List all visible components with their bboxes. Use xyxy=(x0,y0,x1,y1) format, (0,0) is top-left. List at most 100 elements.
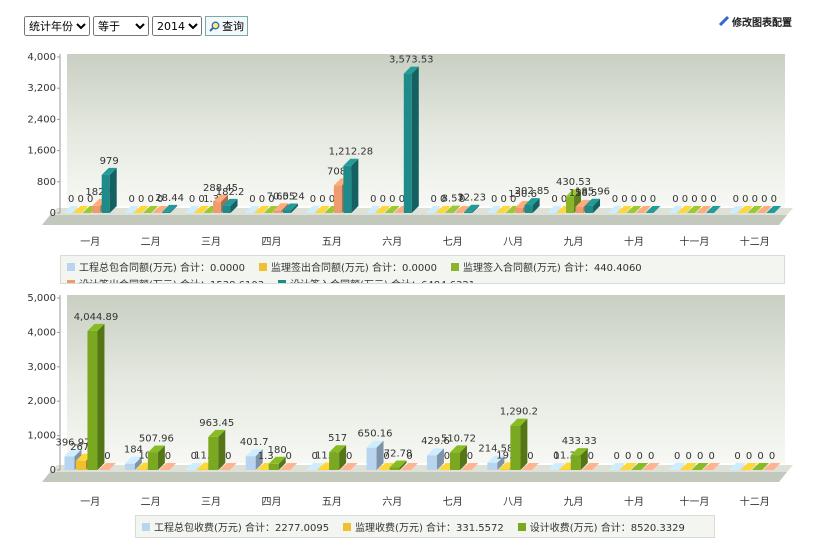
bar-top xyxy=(222,198,238,206)
value-label: 11.3 xyxy=(315,451,337,462)
bar-top xyxy=(635,206,651,213)
legend-item: 设计签出合同额(万元) 合计：1538.6103 xyxy=(67,276,264,283)
legend-label: 咨询收费(万元) 合计：0.0000 xyxy=(154,536,290,537)
x-tick-label: 十一月 xyxy=(679,235,709,248)
value-label: 433.33 xyxy=(562,436,597,447)
bar-side xyxy=(218,429,226,470)
value-label: 0 xyxy=(734,451,740,462)
y-tick-label: 4,000 xyxy=(27,327,56,338)
value-label: 517 xyxy=(328,433,347,444)
bar xyxy=(686,206,702,213)
bar xyxy=(616,206,632,213)
bar-top xyxy=(626,206,642,213)
bar xyxy=(63,206,79,213)
value-label: 0 xyxy=(329,194,335,205)
field-select[interactable]: 统计年份 xyxy=(24,16,90,36)
bar-top xyxy=(401,463,419,470)
value-label: 401.7 xyxy=(240,437,269,448)
value-label: 0 xyxy=(685,451,691,462)
value-label: 0 xyxy=(553,451,559,462)
value-label: 0 xyxy=(650,194,656,205)
value-label: 1.3 xyxy=(203,194,219,205)
bar-top xyxy=(219,463,237,470)
value-label: 0 xyxy=(467,451,473,462)
bar-side xyxy=(580,448,588,470)
bar xyxy=(147,445,165,470)
bar xyxy=(631,463,649,470)
value-label: 202.85 xyxy=(515,186,550,197)
value-label: 0 xyxy=(674,451,680,462)
legend-label: 设计签出合同额(万元) 合计：1538.6103 xyxy=(79,276,264,283)
bar xyxy=(401,463,419,470)
bar-top xyxy=(133,206,149,213)
value-label: 0 xyxy=(746,451,752,462)
config-link[interactable]: 修改图表配置 xyxy=(718,14,792,29)
value-label: 0 xyxy=(268,194,274,205)
bar xyxy=(282,203,298,213)
value-label: 0 xyxy=(370,194,376,205)
bar-top xyxy=(384,206,400,213)
bar-top xyxy=(403,66,419,74)
bar xyxy=(133,206,149,213)
value-label: 0 xyxy=(157,194,163,205)
bar xyxy=(124,456,142,470)
bar-top xyxy=(575,199,591,207)
value-label: 1,290.2 xyxy=(500,407,538,418)
bar-side xyxy=(593,198,601,213)
bar-top xyxy=(185,463,203,470)
value-label: 0 xyxy=(165,451,171,462)
value-label: 963.45 xyxy=(199,418,234,429)
bar-top xyxy=(616,206,632,213)
bar-front xyxy=(449,452,460,470)
value-label: 0 xyxy=(444,451,450,462)
bar-top xyxy=(607,206,623,213)
bar-top xyxy=(461,463,479,470)
year-select[interactable]: 2014 xyxy=(152,16,202,36)
bar-top xyxy=(87,323,105,331)
value-label: 0 xyxy=(510,194,516,205)
bar xyxy=(384,206,400,213)
bar-front xyxy=(64,456,75,470)
bar-top xyxy=(194,206,210,213)
pencil-icon xyxy=(718,15,729,27)
value-label: 979 xyxy=(100,156,119,167)
value-label: 19.2 xyxy=(496,450,518,461)
bar-front xyxy=(92,205,101,213)
value-label: 0 xyxy=(147,194,153,205)
bar xyxy=(747,206,763,213)
bar xyxy=(626,206,642,213)
bar xyxy=(305,206,321,213)
bar xyxy=(729,463,747,470)
bar xyxy=(740,463,758,470)
bar-front xyxy=(515,207,524,213)
bar xyxy=(608,463,626,470)
value-label: 1.3 xyxy=(258,451,274,462)
floor xyxy=(42,472,787,482)
bar-top xyxy=(147,445,165,453)
legend-label: 工程总包合同额(万元) 合计：0.0000 xyxy=(79,263,245,274)
bar xyxy=(737,206,753,213)
bar xyxy=(461,463,479,470)
bar-top xyxy=(389,460,407,468)
value-label: 0 xyxy=(138,194,144,205)
bar-top xyxy=(340,463,358,470)
query-button[interactable]: 查询 xyxy=(205,16,248,36)
bar xyxy=(366,440,384,470)
bar-side xyxy=(376,440,384,470)
x-tick-label: 六月 xyxy=(382,496,402,508)
value-label: 0 xyxy=(621,194,627,205)
bar-top xyxy=(143,206,159,213)
operator-select[interactable]: 等于 xyxy=(93,16,149,36)
value-label: 288.45 xyxy=(203,183,238,194)
bar-side xyxy=(472,204,480,213)
bar xyxy=(635,206,651,213)
value-label: 0 xyxy=(631,194,637,205)
legend-swatch xyxy=(343,522,352,531)
value-label: 0 xyxy=(198,194,204,205)
bar-top xyxy=(306,463,324,470)
bar xyxy=(703,463,721,470)
bar-top xyxy=(375,206,391,213)
bar-top xyxy=(582,463,600,470)
x-tick-label: 十月 xyxy=(624,235,644,248)
